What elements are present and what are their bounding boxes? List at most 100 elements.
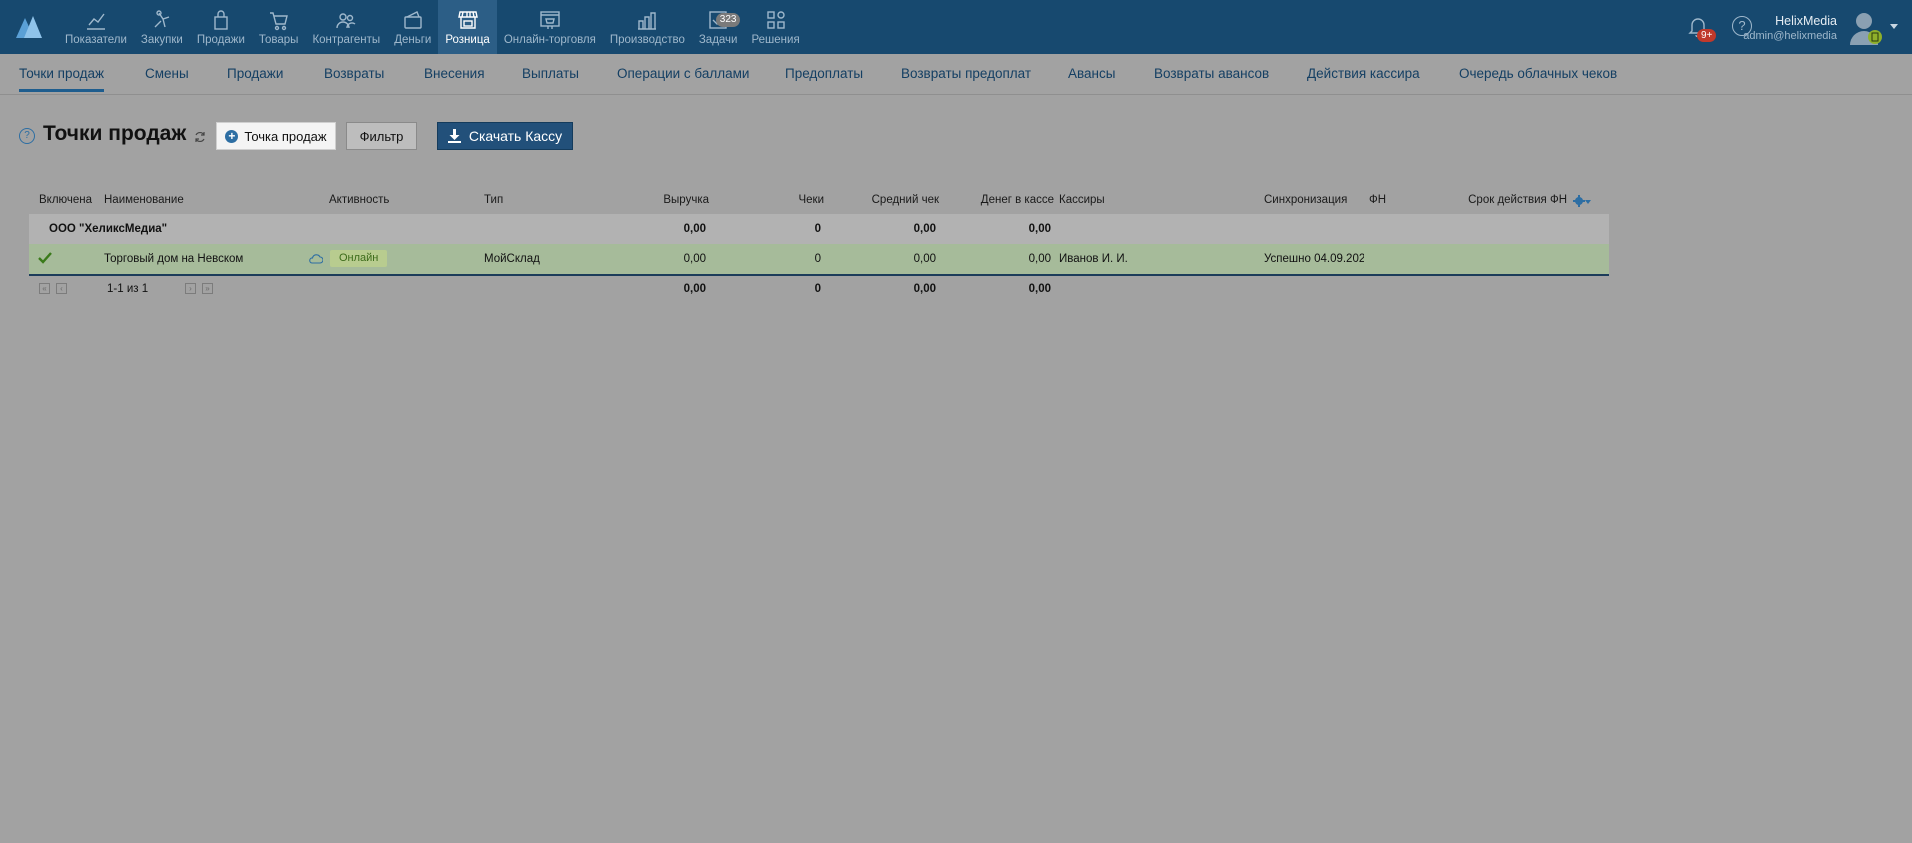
- nav-item-purchases[interactable]: Закупки: [134, 0, 190, 54]
- refresh-icon[interactable]: [193, 130, 207, 144]
- nav-item-production[interactable]: Производство: [603, 0, 692, 54]
- add-sales-point-button[interactable]: + Точка продаж: [216, 122, 336, 150]
- cart-icon: [269, 12, 288, 31]
- column-name[interactable]: Наименование: [104, 194, 184, 206]
- group-checks: 0: [814, 223, 821, 235]
- web-store-icon: [540, 11, 560, 29]
- nav-label: Онлайн-торговля: [503, 34, 596, 46]
- row-sync: Успешно 04.09.2025: [1264, 253, 1364, 265]
- table-footer: « ‹ 1-1 из 1 › » 0,00 0 0,00 0,00: [29, 276, 1609, 302]
- hand-icon: [154, 10, 170, 28]
- status-badge: Онлайн: [330, 250, 388, 267]
- nav-label: Товары: [258, 34, 299, 46]
- tab-payouts[interactable]: Выплаты: [522, 66, 579, 81]
- row-type: МойСклад: [484, 253, 540, 265]
- group-cash: 0,00: [1028, 223, 1051, 235]
- total-avg-check: 0,00: [913, 283, 936, 295]
- column-type[interactable]: Тип: [484, 194, 504, 206]
- page-help-icon[interactable]: ?: [19, 128, 35, 144]
- group-avg-check: 0,00: [913, 223, 936, 235]
- help-icon[interactable]: ?: [1732, 16, 1752, 36]
- nav-label: Показатели: [65, 34, 127, 46]
- table-header: Включена Наименование Активность Тип Выр…: [29, 190, 1609, 216]
- tasks-count-badge: 323: [715, 13, 741, 27]
- total-revenue: 0,00: [683, 283, 706, 295]
- main-nav: Показатели Закупки Продажи Товары Контра…: [58, 0, 807, 54]
- filter-button[interactable]: Фильтр: [346, 122, 417, 150]
- column-avg-check[interactable]: Средний чек: [871, 194, 939, 206]
- nav-item-goods[interactable]: Товары: [252, 0, 306, 54]
- column-cash[interactable]: Денег в кассе: [980, 194, 1054, 206]
- nav-item-counterparties[interactable]: Контрагенты: [305, 0, 387, 54]
- tab-advances[interactable]: Авансы: [1068, 66, 1116, 81]
- column-activity[interactable]: Активность: [329, 194, 390, 206]
- tab-bonus-operations[interactable]: Операции с баллами: [617, 66, 750, 81]
- apps-icon: [766, 11, 785, 29]
- checkmark-icon[interactable]: [38, 252, 52, 264]
- user-menu-chevron-down-icon[interactable]: [1890, 24, 1898, 29]
- row-checks: 0: [814, 253, 821, 265]
- column-checks[interactable]: Чеки: [798, 194, 824, 206]
- nav-item-tasks[interactable]: Задачи 323: [692, 0, 745, 54]
- chart-line-icon: [86, 13, 105, 30]
- store-icon: [457, 11, 478, 29]
- download-icon: [447, 129, 461, 143]
- prev-page-button[interactable]: ‹: [56, 283, 67, 294]
- table-group-row[interactable]: ООО "ХеликсМедиа" 0,00 0 0,00 0,00: [29, 214, 1609, 244]
- tab-prepayment-returns[interactable]: Возвраты предоплат: [901, 66, 1032, 81]
- tab-sales[interactable]: Продажи: [227, 66, 284, 81]
- column-enabled[interactable]: Включена: [39, 194, 93, 206]
- row-cashiers: Иванов И. И.: [1059, 253, 1128, 265]
- wallet-icon: [404, 11, 422, 29]
- tab-advance-returns[interactable]: Возвраты авансов: [1154, 66, 1270, 81]
- tab-deposits[interactable]: Внесения: [424, 66, 485, 81]
- tab-returns[interactable]: Возвраты: [324, 66, 385, 81]
- tab-prepayments[interactable]: Предоплаты: [785, 66, 864, 81]
- gear-icon[interactable]: [1573, 195, 1585, 207]
- retail-subtabs: Точки продаж Смены Продажи Возвраты Внес…: [0, 54, 1912, 95]
- nav-item-solutions[interactable]: Решения: [744, 0, 806, 54]
- nav-item-online-trade[interactable]: Онлайн-торговля: [497, 0, 603, 54]
- download-kassa-button[interactable]: Скачать Кассу: [437, 122, 573, 150]
- row-revenue: 0,00: [683, 253, 706, 265]
- nav-item-retail[interactable]: Розница: [438, 0, 497, 54]
- column-fn-expiry[interactable]: Срок действия ФН: [1468, 194, 1567, 206]
- first-page-button[interactable]: «: [39, 283, 50, 294]
- people-icon: [336, 13, 356, 29]
- total-checks: 0: [814, 283, 821, 295]
- nav-label: Закупки: [140, 34, 183, 46]
- download-kassa-label: Скачать Кассу: [468, 128, 563, 144]
- nav-item-sales[interactable]: Продажи: [190, 0, 252, 54]
- nav-label: Розница: [445, 34, 490, 46]
- tab-cloud-receipts-queue[interactable]: Очередь облачных чеков: [1459, 66, 1618, 81]
- tab-cashier-actions[interactable]: Действия кассира: [1307, 66, 1420, 81]
- row-name-link[interactable]: Торговый дом на Невском: [104, 253, 244, 265]
- column-sync[interactable]: Синхронизация: [1264, 194, 1348, 206]
- group-name: ООО "ХеликсМедиа": [49, 223, 168, 235]
- notifications-badge: 9+: [1697, 29, 1717, 42]
- group-revenue: 0,00: [683, 223, 706, 235]
- user-email: admin@helixmedia: [1743, 30, 1837, 42]
- table-row[interactable]: Торговый дом на Невском Онлайн МойСклад …: [29, 244, 1609, 276]
- nav-label: Задачи: [698, 34, 738, 46]
- avatar[interactable]: [1848, 9, 1884, 45]
- row-cash: 0,00: [1028, 253, 1051, 265]
- column-fn[interactable]: ФН: [1369, 194, 1387, 206]
- nav-item-indicators[interactable]: Показатели: [58, 0, 134, 54]
- tab-shifts[interactable]: Смены: [145, 66, 189, 81]
- top-navigation-bar: Показатели Закупки Продажи Товары Контра…: [0, 0, 1912, 54]
- logo-icon[interactable]: [14, 12, 44, 40]
- next-page-button[interactable]: ›: [185, 283, 196, 294]
- nav-label: Продажи: [196, 34, 245, 46]
- row-avg-check: 0,00: [913, 253, 936, 265]
- bag-icon: [214, 10, 228, 30]
- nav-item-money[interactable]: Деньги: [387, 0, 438, 54]
- columns-chevron-down-icon[interactable]: [1585, 200, 1591, 204]
- cloud-icon: [309, 254, 323, 264]
- nav-label: Контрагенты: [312, 34, 381, 46]
- column-cashiers[interactable]: Кассиры: [1059, 194, 1105, 206]
- tab-sales-points[interactable]: Точки продаж: [19, 66, 105, 92]
- user-name[interactable]: HelixMedia: [1775, 14, 1837, 28]
- last-page-button[interactable]: »: [202, 283, 213, 294]
- column-revenue[interactable]: Выручка: [663, 194, 709, 206]
